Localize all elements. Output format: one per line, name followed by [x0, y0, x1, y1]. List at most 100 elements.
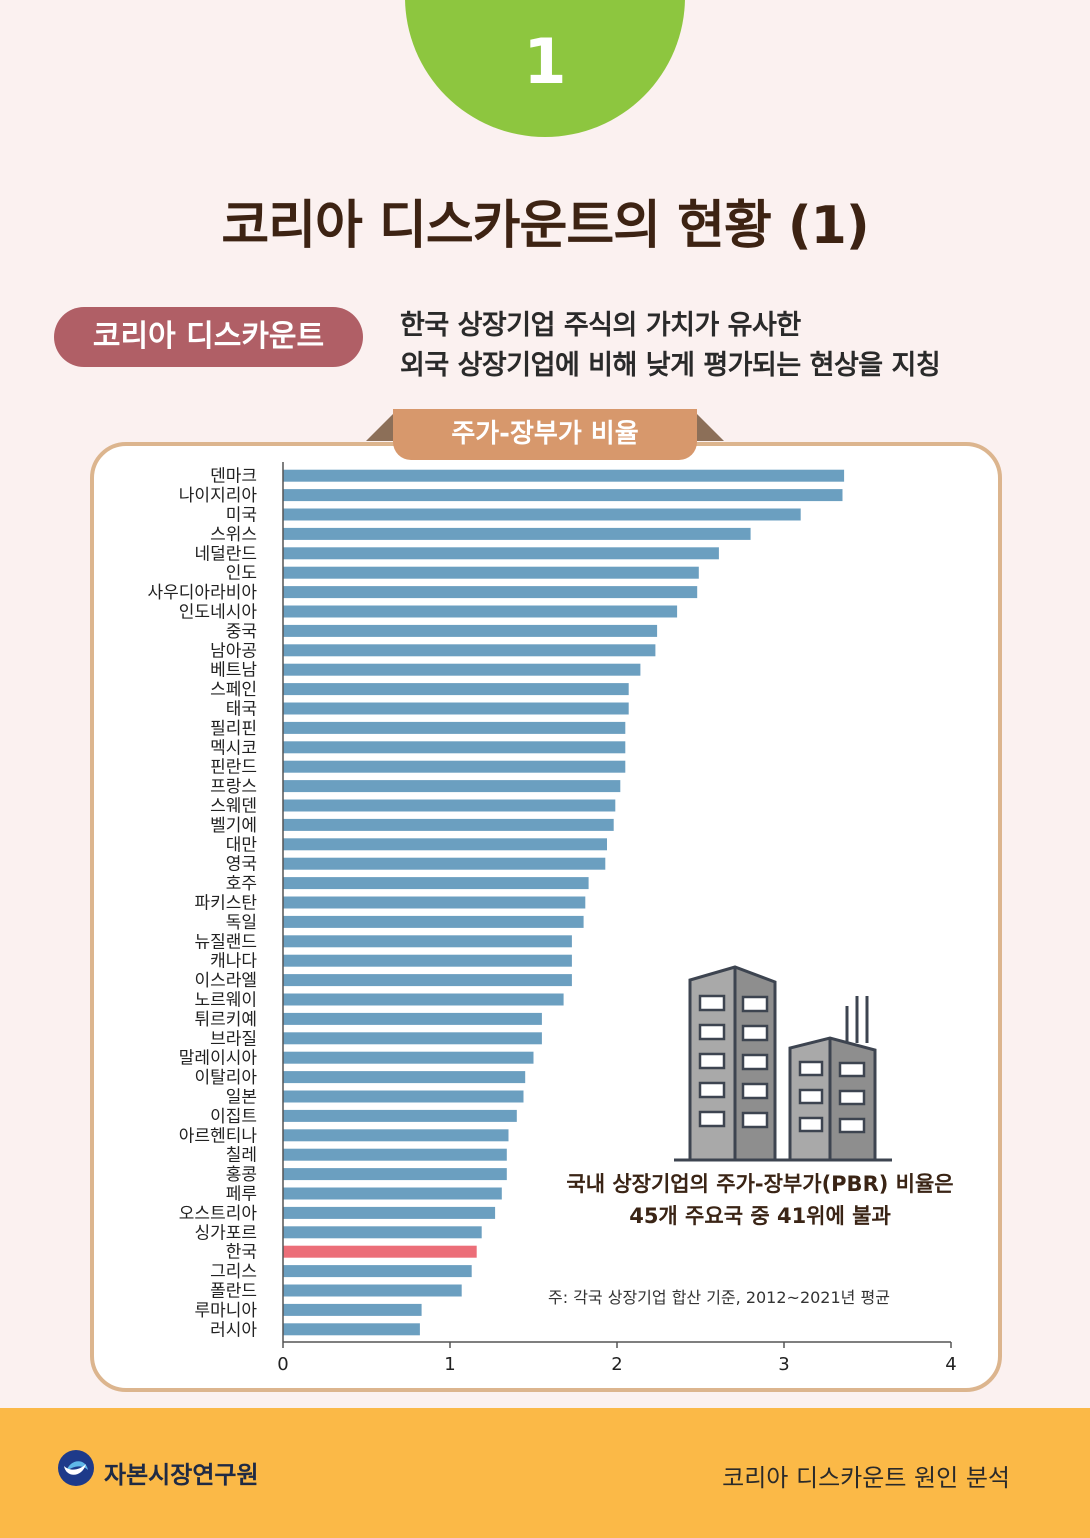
category-label: 노르웨이: [194, 991, 257, 1011]
bar-노르웨이: [283, 993, 564, 1006]
chart-title-tab: 주가-장부가 비율: [393, 409, 697, 460]
bar-필리핀: [283, 721, 626, 734]
bar-남아공: [283, 644, 656, 657]
category-label: 덴마크: [210, 467, 257, 487]
bar-인도: [283, 566, 699, 579]
definition-line-2: 외국 상장기업에 비해 낮게 평가되는 현상을 지칭: [400, 350, 941, 381]
category-label: 중국: [226, 622, 257, 642]
bar-나이지리아: [283, 489, 843, 502]
chart-annotation-line-1: 국내 상장기업의 주가-장부가(PBR) 비율은: [566, 1172, 954, 1196]
bar-뉴질랜드: [283, 935, 572, 948]
bar-폴란드: [283, 1284, 462, 1297]
category-label: 홍콩: [226, 1165, 257, 1185]
category-label: 남아공: [210, 641, 257, 661]
org-name: 자본시장연구원: [104, 1461, 259, 1489]
x-tick-label: 2: [611, 1354, 622, 1375]
category-label: 스웨덴: [210, 797, 257, 817]
category-label: 폴란드: [210, 1282, 257, 1302]
bar-인도네시아: [283, 605, 678, 618]
category-label-group: 덴마크나이지리아미국스위스네덜란드인도사우디아라비아인도네시아중국남아공베트남스…: [148, 467, 258, 1341]
bar-호주: [283, 877, 589, 890]
bar-일본: [283, 1090, 524, 1103]
category-label: 스페인: [210, 680, 257, 700]
category-label: 인도네시아: [179, 603, 258, 623]
bar-이집트: [283, 1109, 517, 1122]
bar-이스라엘: [283, 974, 572, 987]
category-label: 페루: [226, 1185, 257, 1205]
category-label: 뉴질랜드: [194, 932, 257, 952]
bar-덴마크: [283, 469, 845, 482]
category-label: 영국: [226, 855, 257, 875]
category-label: 스위스: [210, 525, 257, 545]
category-label: 멕시코: [210, 738, 257, 758]
category-label: 튀르키예: [194, 1010, 257, 1030]
bar-튀르키예: [283, 1012, 542, 1025]
x-tick-label: 0: [277, 1354, 288, 1375]
category-label: 나이지리아: [179, 486, 258, 506]
chart-footnote: 주: 각국 상장기업 합산 기준, 2012~2021년 평균: [548, 1288, 890, 1307]
bar-핀란드: [283, 760, 626, 773]
bar-스위스: [283, 527, 751, 540]
bar-싱가포르: [283, 1226, 482, 1239]
bar-러시아: [283, 1323, 420, 1336]
chart-tab-fold-right: [694, 411, 724, 441]
page-title: 코리아 디스카운트의 현황 (1): [221, 196, 869, 256]
category-label: 루마니아: [194, 1301, 257, 1321]
bar-말레이시아: [283, 1051, 534, 1064]
bar-네덜란드: [283, 547, 719, 560]
category-label: 파키스탄: [194, 894, 257, 914]
x-tick-label: 4: [945, 1354, 956, 1375]
bar-멕시코: [283, 741, 626, 754]
bar-중국: [283, 624, 658, 637]
bar-홍콩: [283, 1168, 507, 1181]
bar-이탈리아: [283, 1071, 526, 1084]
category-label: 벨기에: [210, 816, 257, 836]
chart-annotation: 국내 상장기업의 주가-장부가(PBR) 비율은 45개 주요국 중 41위에 …: [540, 1168, 980, 1232]
x-tick-label: 1: [444, 1354, 455, 1375]
category-label: 아르헨티나: [179, 1126, 258, 1146]
chart-annotation-line-2: 45개 주요국 중 41위에 불과: [629, 1204, 891, 1228]
category-label: 칠레: [226, 1146, 257, 1166]
category-label: 독일: [226, 913, 257, 933]
category-label: 이탈리아: [194, 1068, 257, 1088]
bar-벨기에: [283, 818, 614, 831]
bar-베트남: [283, 663, 641, 676]
category-label: 한국: [226, 1243, 257, 1263]
bar-페루: [283, 1187, 502, 1200]
category-label: 브라질: [210, 1029, 257, 1049]
kcmi-logo-icon: [58, 1450, 94, 1486]
bar-캐나다: [283, 954, 572, 967]
category-label: 베트남: [210, 661, 257, 681]
bar-브라질: [283, 1032, 542, 1045]
definition-text: 한국 상장기업 주식의 가치가 유사한 외국 상장기업에 비해 낮게 평가되는 …: [400, 306, 1080, 386]
bar-프랑스: [283, 780, 621, 793]
bar-미국: [283, 508, 801, 521]
bar-스페인: [283, 683, 629, 696]
category-label: 일본: [226, 1088, 257, 1108]
category-label: 프랑스: [210, 777, 257, 797]
category-label: 필리핀: [210, 719, 257, 739]
pbr-bar-chart: 덴마크나이지리아미국스위스네덜란드인도사우디아라비아인도네시아중국남아공베트남스…: [148, 462, 957, 1375]
footer-bar: [0, 1408, 1090, 1538]
x-tick-label: 3: [778, 1354, 789, 1375]
bar-스웨덴: [283, 799, 616, 812]
section-number: 1: [523, 25, 567, 98]
bar-오스트리아: [283, 1206, 496, 1219]
bar-영국: [283, 857, 606, 870]
category-label: 말레이시아: [179, 1049, 258, 1069]
definition-label-badge: 코리아 디스카운트: [54, 307, 363, 367]
category-label: 핀란드: [210, 758, 257, 778]
category-label: 그리스: [210, 1262, 257, 1282]
category-label: 사우디아라비아: [148, 583, 258, 603]
bar-대만: [283, 838, 607, 851]
category-label: 이집트: [210, 1107, 257, 1127]
bar-칠레: [283, 1148, 507, 1161]
category-label: 이스라엘: [194, 971, 257, 991]
category-label: 태국: [226, 700, 257, 720]
buildings-illustration-icon: [674, 965, 892, 1162]
bar-독일: [283, 915, 584, 928]
bar-사우디아라비아: [283, 586, 698, 599]
category-label: 오스트리아: [179, 1204, 258, 1224]
category-label: 대만: [226, 835, 258, 855]
bar-파키스탄: [283, 896, 586, 909]
